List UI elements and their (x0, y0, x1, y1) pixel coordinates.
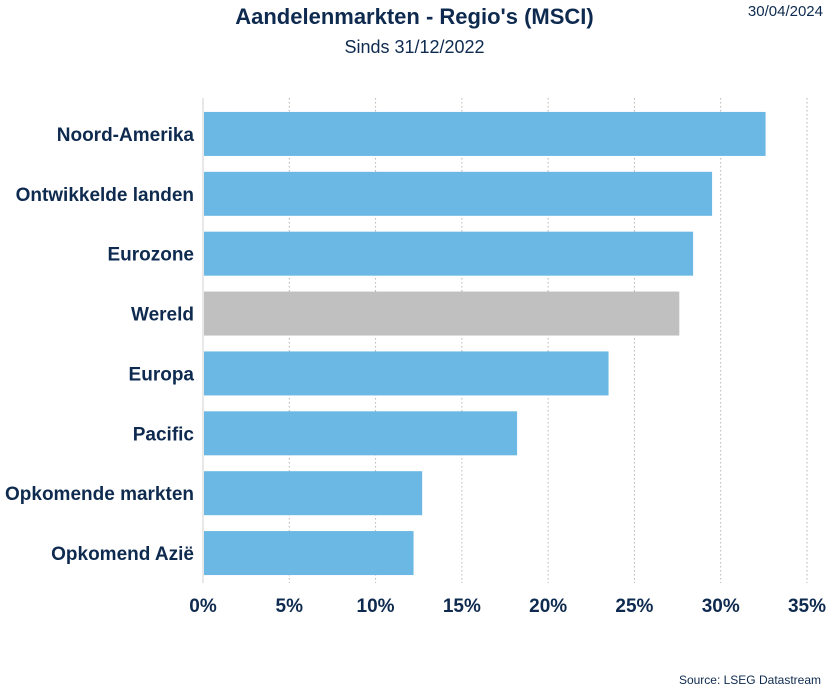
x-tick-label: 15% (443, 596, 481, 617)
category-label: Wereld (131, 305, 194, 326)
x-tick-label: 30% (702, 596, 740, 617)
bar (204, 231, 694, 276)
x-tick-label: 10% (357, 596, 395, 617)
bar (204, 291, 680, 336)
x-tick-label: 35% (788, 596, 826, 617)
category-label: Europa (129, 364, 195, 385)
bar (204, 471, 423, 516)
chart-subtitle: Sinds 31/12/2022 (344, 37, 485, 57)
category-label: Ontwikkelde landen (16, 185, 194, 206)
category-label: Opkomende markten (5, 484, 194, 505)
source-note: Source: LSEG Datastream (678, 673, 821, 687)
bar (204, 351, 609, 396)
chart-title: Aandelenmarkten - Regio's (MSCI) (235, 4, 594, 29)
bar (204, 531, 414, 576)
x-tick-label: 20% (529, 596, 567, 617)
x-tick-label: 0% (189, 596, 217, 617)
bar (204, 111, 766, 156)
category-label: Opkomend Azië (51, 544, 194, 565)
category-label: Eurozone (107, 245, 194, 266)
bar (204, 171, 713, 216)
bar (204, 411, 518, 456)
x-tick-label: 25% (615, 596, 653, 617)
x-tick-label: 5% (276, 596, 304, 617)
date-label: 30/04/2024 (747, 3, 823, 20)
category-label: Pacific (133, 424, 195, 445)
category-label: Noord-Amerika (57, 125, 195, 146)
